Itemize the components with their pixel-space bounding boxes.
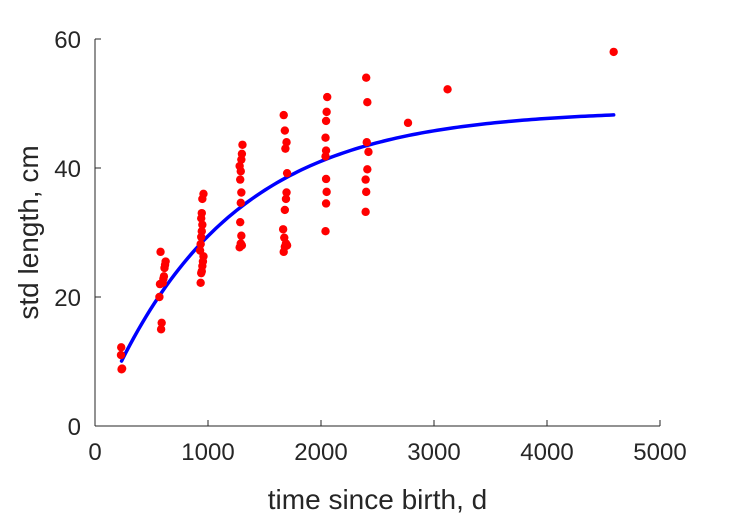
data-point <box>117 343 126 352</box>
axes: 0 1000 2000 3000 4000 5000 0 20 40 60 <box>54 27 686 466</box>
data-point <box>362 73 371 82</box>
data-point <box>321 146 331 155</box>
data-point <box>236 198 245 208</box>
data-point <box>364 147 373 157</box>
data-point <box>116 350 126 360</box>
data-point <box>362 187 371 197</box>
data-point <box>195 246 205 255</box>
data-point <box>362 138 371 147</box>
x-axis-label: time since birth, d <box>268 484 487 515</box>
y-tick-label: 20 <box>54 285 81 312</box>
data-point <box>157 318 166 327</box>
data-point <box>322 107 331 117</box>
x-ticks: 0 1000 2000 3000 4000 5000 <box>88 420 687 466</box>
data-point <box>361 207 370 217</box>
data-point <box>236 217 245 227</box>
data-point <box>236 175 245 184</box>
data-points <box>116 47 618 374</box>
x-tick-label: 5000 <box>633 439 686 466</box>
data-point <box>197 208 206 218</box>
x-tick-label: 1000 <box>181 439 234 466</box>
data-point <box>197 227 206 236</box>
data-point <box>161 257 170 266</box>
data-point <box>237 231 246 240</box>
data-point <box>235 161 244 171</box>
y-tick-label: 40 <box>54 156 81 183</box>
data-point <box>322 187 331 197</box>
y-tick-label: 0 <box>68 414 81 441</box>
data-point <box>279 110 288 120</box>
data-point <box>609 47 618 57</box>
data-point <box>117 364 127 373</box>
data-point <box>403 118 413 128</box>
y-ticks: 0 20 40 60 <box>54 27 101 441</box>
data-point <box>198 220 207 229</box>
data-point <box>156 325 166 334</box>
data-point <box>280 233 289 242</box>
data-point <box>237 149 247 159</box>
data-point <box>280 205 290 215</box>
x-tick-label: 0 <box>88 439 101 466</box>
data-point <box>323 92 332 102</box>
data-point <box>155 292 164 302</box>
data-point <box>196 239 205 249</box>
data-point <box>280 126 290 135</box>
data-point <box>282 188 291 197</box>
data-point <box>321 227 330 236</box>
data-point <box>196 278 205 288</box>
data-point <box>282 168 292 178</box>
data-point <box>282 138 291 147</box>
data-point <box>361 175 370 184</box>
data-point <box>156 247 165 257</box>
data-point <box>282 241 292 250</box>
data-point <box>237 188 246 197</box>
data-point <box>237 241 247 250</box>
data-point <box>321 174 331 184</box>
data-point <box>278 225 288 234</box>
data-point <box>443 85 452 94</box>
data-point <box>321 116 331 126</box>
data-point <box>238 140 247 149</box>
data-point <box>281 144 290 153</box>
data-point <box>199 189 208 198</box>
data-point <box>321 133 330 142</box>
data-point <box>159 272 169 281</box>
y-axis-label: std length, cm <box>13 145 44 319</box>
y-tick-label: 60 <box>54 27 81 54</box>
data-point <box>363 98 372 107</box>
x-tick-label: 2000 <box>294 439 347 466</box>
data-point <box>321 199 331 208</box>
x-tick-label: 3000 <box>407 439 460 466</box>
data-point <box>281 194 291 204</box>
x-tick-label: 4000 <box>520 439 573 466</box>
data-point <box>363 165 372 174</box>
